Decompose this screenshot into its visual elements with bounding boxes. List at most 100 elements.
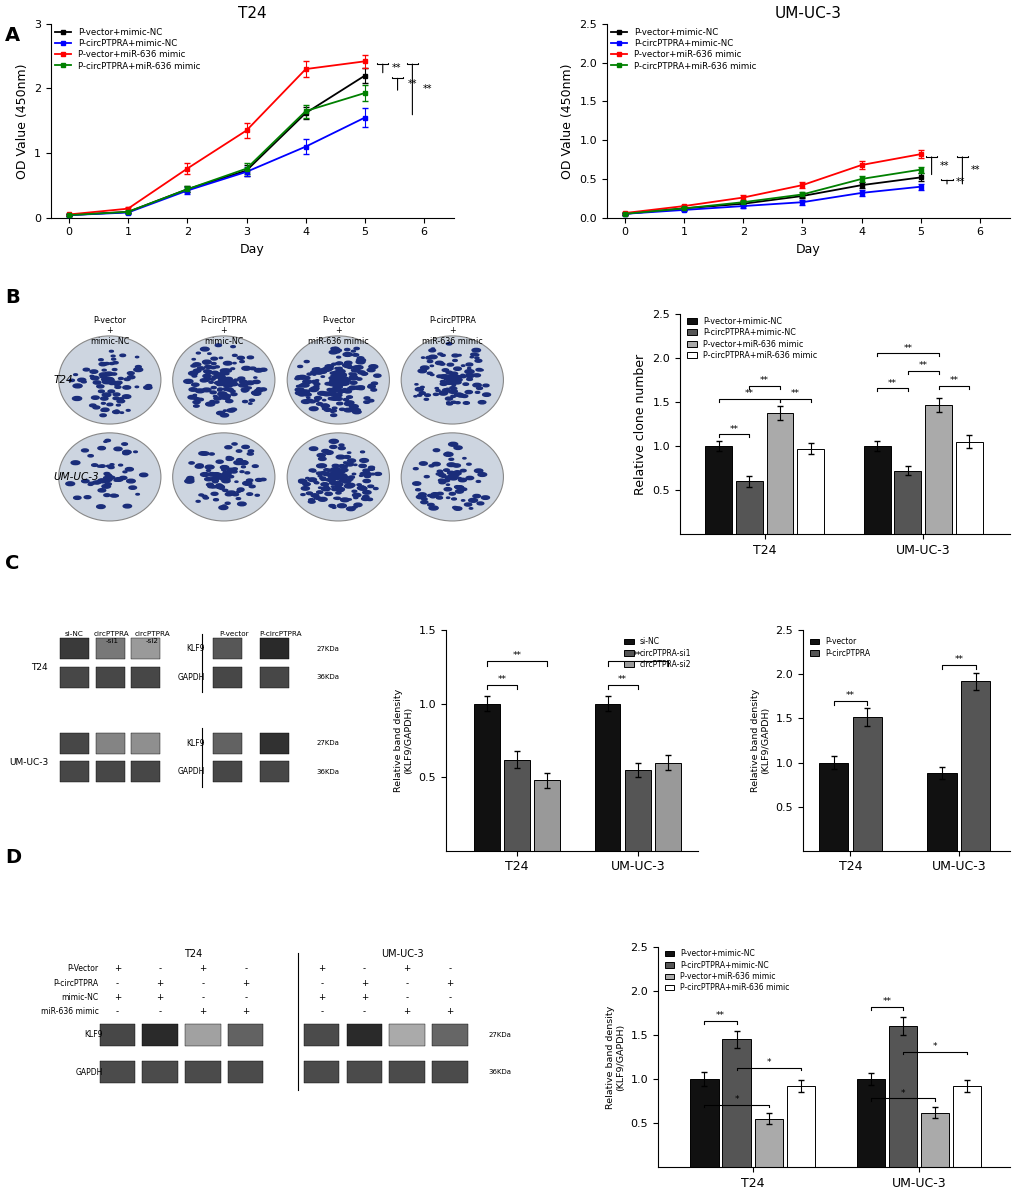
Circle shape [88,484,93,486]
Circle shape [239,380,247,384]
Circle shape [124,378,130,381]
Circle shape [238,461,247,464]
Circle shape [330,411,333,412]
Circle shape [100,375,106,378]
Text: **: ** [408,80,417,89]
Circle shape [321,479,325,480]
Circle shape [205,466,214,469]
Circle shape [230,345,235,348]
Circle shape [461,394,468,398]
Circle shape [448,379,454,381]
Circle shape [108,379,111,381]
Circle shape [335,381,339,382]
Circle shape [123,504,131,507]
Circle shape [339,480,345,482]
Text: 36KDa: 36KDa [488,1070,512,1075]
FancyBboxPatch shape [213,667,243,687]
Circle shape [371,473,374,475]
Circle shape [361,373,367,375]
FancyBboxPatch shape [389,1024,425,1046]
Text: -: - [406,979,409,987]
Circle shape [418,493,426,497]
Circle shape [461,364,465,367]
Text: si-NC: si-NC [64,631,84,637]
Circle shape [99,362,107,366]
Circle shape [66,482,74,486]
Circle shape [107,404,113,406]
Circle shape [104,473,110,475]
Circle shape [209,381,213,384]
Circle shape [195,464,203,468]
Circle shape [368,385,374,387]
Circle shape [108,476,115,479]
Circle shape [417,394,422,397]
Circle shape [419,462,427,466]
Circle shape [329,368,332,369]
Circle shape [344,361,352,364]
Circle shape [340,376,347,380]
Circle shape [226,491,235,494]
Circle shape [99,358,103,361]
Circle shape [368,399,373,401]
Circle shape [446,484,449,486]
Circle shape [123,470,126,473]
Circle shape [355,386,362,389]
Circle shape [447,475,457,479]
Circle shape [73,384,82,388]
Circle shape [421,393,425,394]
FancyBboxPatch shape [143,1024,178,1046]
Circle shape [435,361,443,364]
Circle shape [343,399,348,400]
Circle shape [299,385,304,387]
Text: +: + [361,979,368,987]
Ellipse shape [287,336,389,424]
Circle shape [451,382,455,385]
Circle shape [446,343,451,345]
Circle shape [358,386,364,388]
Circle shape [303,376,310,379]
Circle shape [333,498,337,499]
Circle shape [421,500,428,504]
Circle shape [99,389,104,393]
Circle shape [318,498,327,501]
Circle shape [204,369,211,373]
Text: GAPDH: GAPDH [177,767,205,777]
Circle shape [309,469,315,472]
Circle shape [331,385,336,386]
Circle shape [222,479,230,482]
Circle shape [189,462,194,464]
Circle shape [443,469,448,472]
Circle shape [351,350,355,353]
Circle shape [438,474,445,476]
FancyBboxPatch shape [213,732,243,754]
Circle shape [226,457,233,460]
Circle shape [354,497,358,499]
Circle shape [325,382,331,385]
Circle shape [346,388,352,389]
Circle shape [449,387,453,388]
Circle shape [306,492,312,494]
Circle shape [243,481,252,485]
Text: -: - [363,965,366,973]
Circle shape [333,379,340,381]
Text: 27KDa: 27KDa [488,1031,512,1039]
Circle shape [343,462,347,463]
Circle shape [347,479,352,480]
Circle shape [442,388,448,392]
Circle shape [329,381,334,384]
Circle shape [304,393,311,397]
Circle shape [420,386,424,388]
Circle shape [354,348,359,350]
Circle shape [312,368,320,372]
Circle shape [109,381,112,382]
Circle shape [447,381,452,384]
Circle shape [339,474,346,476]
Circle shape [186,476,194,479]
Circle shape [313,495,317,497]
Circle shape [205,379,209,381]
Circle shape [302,400,310,404]
Circle shape [215,373,221,376]
Circle shape [203,362,209,364]
Circle shape [455,490,463,493]
Circle shape [475,360,481,362]
